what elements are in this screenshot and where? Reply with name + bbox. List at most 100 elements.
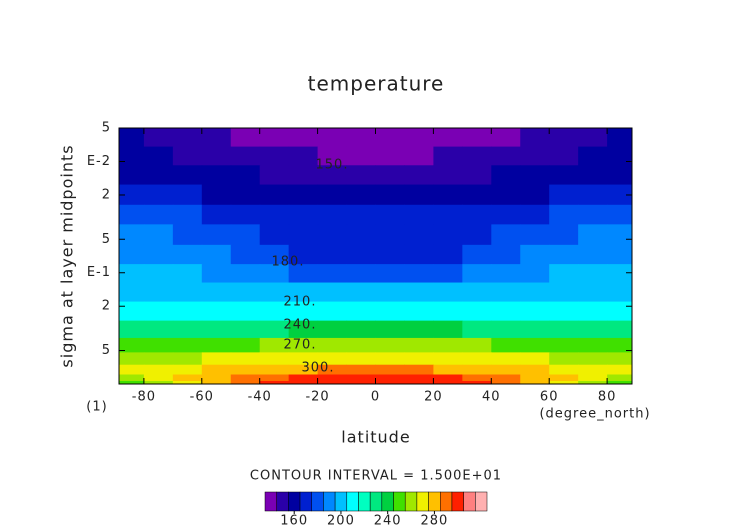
contour-cell [433, 282, 463, 303]
contour-cell [549, 146, 579, 166]
x-units: (degree_north) [539, 407, 650, 422]
contour-cell [549, 165, 579, 186]
contour-cell [433, 128, 463, 148]
contour-cell [288, 264, 319, 284]
colorbar-tick-label: 160 [280, 514, 308, 529]
contour-cell [433, 165, 463, 186]
contour-label: 210. [284, 295, 317, 310]
contour-cell [172, 320, 203, 339]
contour-cell [462, 165, 492, 186]
contour-cell [288, 337, 319, 353]
contour-cell [433, 364, 463, 376]
contour-cell [404, 204, 434, 225]
contour-cell [346, 364, 376, 376]
contour-cell [520, 364, 550, 376]
contour-cell [172, 374, 203, 382]
contour-cell [230, 128, 261, 148]
contour-cell [259, 320, 290, 339]
contour-cell [143, 244, 174, 265]
contour-cell [549, 184, 579, 206]
colorbar-box [416, 491, 429, 512]
contour-cell [520, 301, 550, 322]
contour-cell [119, 165, 145, 186]
contour-cell [259, 184, 290, 206]
contour-cell [549, 301, 579, 322]
contour-cell [578, 128, 608, 148]
contour-cell [172, 184, 203, 206]
contour-cell [143, 374, 174, 382]
contour-cell [491, 301, 521, 322]
y-axis-label: sigma at layer midpoints [58, 144, 77, 367]
contour-cell [119, 282, 145, 303]
contour-cell [404, 352, 434, 366]
contour-cell [578, 264, 608, 284]
x-tick-label: 40 [482, 390, 501, 405]
contour-cell [520, 337, 550, 353]
contour-cell [317, 301, 348, 322]
contour-cell [230, 364, 261, 376]
colorbar-box [288, 491, 301, 512]
contour-cell [346, 380, 376, 385]
contour-cell [172, 380, 203, 385]
colorbar-box [381, 491, 394, 512]
contour-cell [230, 264, 261, 284]
contour-cell [549, 364, 579, 376]
colorbar-tick-label: 240 [374, 514, 402, 529]
contour-cell [317, 128, 348, 148]
colorbar-box [264, 491, 277, 512]
y-tick-label: 5 [102, 343, 111, 358]
contour-cell [462, 264, 492, 284]
contour-cell [346, 224, 376, 246]
x-tick-label: 0 [371, 390, 380, 405]
contour-cell [375, 204, 405, 225]
colorbar-box [311, 491, 324, 512]
contour-label: 240. [284, 318, 317, 333]
contour-cell [201, 374, 232, 382]
contour-cell [317, 364, 348, 376]
contour-cell [375, 374, 405, 382]
contour-cell [201, 264, 232, 284]
contour-cell [119, 374, 145, 382]
x-axis-label: latitude [341, 428, 410, 447]
contour-cell [143, 301, 174, 322]
contour-cell [549, 352, 579, 366]
contour-cell [119, 364, 145, 376]
contour-cell [143, 184, 174, 206]
contour-cell [201, 146, 232, 166]
contour-cell [230, 282, 261, 303]
contour-cell [491, 374, 521, 382]
contour-cell [259, 204, 290, 225]
contour-cell [549, 244, 579, 265]
contour-cell [491, 264, 521, 284]
contour-label: 270. [284, 338, 317, 353]
contour-cell [607, 282, 633, 303]
contour-cell [288, 146, 319, 166]
contour-cell [578, 301, 608, 322]
contour-cell [143, 264, 174, 284]
contour-cell [346, 128, 376, 148]
contour-cell [607, 380, 633, 385]
contour-cell [201, 352, 232, 366]
contour-cell [317, 320, 348, 339]
contour-cell [288, 282, 319, 303]
contour-cell [404, 264, 434, 284]
contour-cell [143, 320, 174, 339]
contour-cell [346, 204, 376, 225]
contour-cell [259, 146, 290, 166]
contour-cell [607, 165, 633, 186]
contour-cell [404, 244, 434, 265]
contour-cell [520, 224, 550, 246]
contour-cell [172, 301, 203, 322]
contour-cell [607, 146, 633, 166]
contour-cell [288, 380, 319, 385]
contour-cell [119, 146, 145, 166]
contour-cell [230, 320, 261, 339]
contour-cell [462, 301, 492, 322]
contour-cell [346, 184, 376, 206]
contour-cell [433, 264, 463, 284]
contour-cell [462, 380, 492, 385]
contour-cell [549, 204, 579, 225]
x-tick-label: -40 [248, 390, 272, 405]
contour-cell [607, 244, 633, 265]
y-tick-label: E-1 [87, 265, 111, 280]
